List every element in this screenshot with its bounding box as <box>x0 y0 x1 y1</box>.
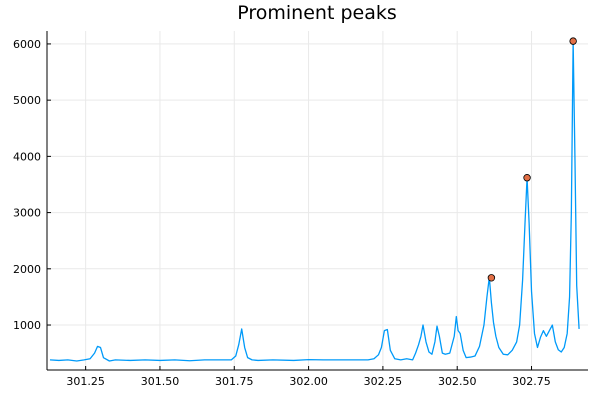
axes: 301.25 301.50 301.75 302.00 302.25 302.50 302.… <box>13 31 588 388</box>
x-tick-label: 302.00 <box>289 375 328 388</box>
y-tick-label: 3000 <box>13 207 41 220</box>
x-tick-label: 301.50 <box>141 375 180 388</box>
y-tick-label: 4000 <box>13 150 41 163</box>
peak-marker <box>523 174 531 182</box>
x-tick-label: 301.25 <box>66 375 105 388</box>
x-tick-label: 302.50 <box>438 375 477 388</box>
peak-marker <box>487 274 496 282</box>
y-tick-label: 2000 <box>13 263 41 276</box>
y-tick-label: 5000 <box>13 94 41 107</box>
y-tick-label: 6000 <box>13 38 41 51</box>
peak-markers <box>487 37 577 282</box>
y-tick-label: 1000 <box>13 319 41 332</box>
peak-marker <box>569 37 577 45</box>
x-tick-label: 302.75 <box>512 375 551 388</box>
chart-title: Prominent peaks <box>237 2 397 24</box>
grid-layer <box>47 31 588 370</box>
intensity-series-line <box>49 40 580 362</box>
x-tick-label: 301.75 <box>215 375 254 388</box>
x-tick-label: 302.25 <box>364 375 403 388</box>
series-layer <box>49 40 580 362</box>
